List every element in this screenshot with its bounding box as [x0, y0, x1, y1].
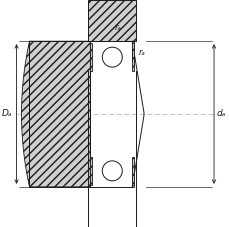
- Bar: [132, 157, 134, 185]
- Polygon shape: [22, 41, 90, 187]
- Text: dₐ: dₐ: [216, 109, 225, 118]
- Polygon shape: [132, 41, 134, 61]
- Bar: [90, 157, 92, 185]
- Text: Dₐ: Dₐ: [2, 109, 12, 118]
- Bar: [90, 43, 92, 71]
- Text: rₐ: rₐ: [114, 23, 120, 32]
- Bar: [132, 43, 134, 71]
- Bar: [88, 0, 136, 41]
- Polygon shape: [132, 167, 134, 187]
- Text: rₐ: rₐ: [138, 48, 144, 57]
- Circle shape: [102, 161, 122, 181]
- Circle shape: [102, 47, 122, 67]
